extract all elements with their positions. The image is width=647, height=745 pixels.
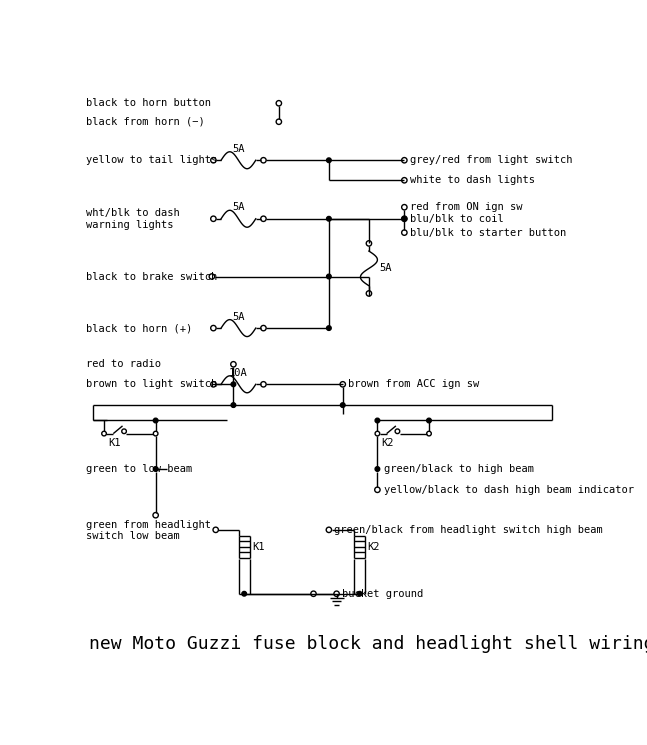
- Circle shape: [327, 158, 331, 162]
- Text: blu/blk to coil: blu/blk to coil: [410, 214, 503, 223]
- Circle shape: [153, 466, 158, 472]
- Circle shape: [327, 274, 331, 279]
- Text: wht/blk to dash: wht/blk to dash: [86, 208, 180, 218]
- Text: new Moto Guzzi fuse block and headlight shell wiring: new Moto Guzzi fuse block and headlight …: [89, 635, 647, 653]
- Circle shape: [340, 403, 345, 408]
- Text: grey/red from light switch: grey/red from light switch: [410, 155, 572, 165]
- Circle shape: [375, 418, 380, 423]
- Text: yellow to tail lights: yellow to tail lights: [86, 155, 217, 165]
- Circle shape: [375, 466, 380, 472]
- Circle shape: [357, 592, 362, 596]
- Circle shape: [231, 403, 236, 408]
- Text: 5A: 5A: [232, 144, 245, 153]
- Text: 5A: 5A: [232, 202, 245, 212]
- Text: black to horn button: black to horn button: [86, 98, 212, 108]
- Text: K2: K2: [381, 438, 394, 448]
- Text: green to low beam: green to low beam: [86, 464, 193, 474]
- Text: red from ON ign sw: red from ON ign sw: [410, 202, 522, 212]
- Text: white to dash lights: white to dash lights: [410, 175, 534, 186]
- Text: K1: K1: [108, 438, 120, 448]
- Text: 10A: 10A: [229, 368, 248, 378]
- Text: green from headlight: green from headlight: [86, 520, 212, 530]
- Text: green/black to high beam: green/black to high beam: [384, 464, 534, 474]
- Circle shape: [426, 418, 432, 423]
- Text: yellow/black to dash high beam indicator: yellow/black to dash high beam indicator: [384, 485, 634, 495]
- Circle shape: [231, 382, 236, 387]
- Text: red to radio: red to radio: [86, 359, 161, 370]
- Text: brown to light switch: brown to light switch: [86, 379, 217, 390]
- Text: blu/blk to starter button: blu/blk to starter button: [410, 228, 566, 238]
- Circle shape: [327, 326, 331, 331]
- Text: black to horn (+): black to horn (+): [86, 323, 193, 333]
- Text: bucket ground: bucket ground: [342, 589, 423, 599]
- Text: black from horn (−): black from horn (−): [86, 117, 205, 127]
- Text: 5A: 5A: [232, 311, 245, 322]
- Text: switch low beam: switch low beam: [86, 531, 180, 541]
- Text: K2: K2: [367, 542, 380, 552]
- Circle shape: [242, 592, 247, 596]
- Text: K1: K1: [252, 542, 265, 552]
- Text: brown from ACC ign sw: brown from ACC ign sw: [348, 379, 479, 390]
- Circle shape: [327, 217, 331, 221]
- Text: black to brake switch: black to brake switch: [86, 271, 217, 282]
- Circle shape: [153, 418, 158, 423]
- Text: 5A: 5A: [380, 264, 392, 273]
- Circle shape: [402, 217, 407, 221]
- Text: warning lights: warning lights: [86, 220, 174, 230]
- Text: green/black from headlight switch high beam: green/black from headlight switch high b…: [334, 524, 603, 535]
